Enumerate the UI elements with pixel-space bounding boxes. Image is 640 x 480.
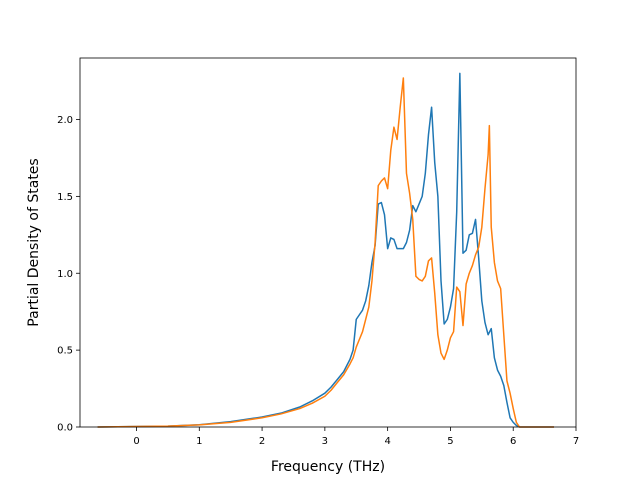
x-tick-label: 5 [447,436,453,447]
series-layer [97,72,555,428]
y-tick-label: 2.0 [57,115,73,126]
series-line-1 [97,72,555,428]
x-tick-label: 1 [196,436,202,447]
x-tick-label: 0 [133,436,139,447]
y-tick-label: 0.0 [57,423,73,434]
y-tick-label: 1.5 [57,192,73,203]
series-line-2 [97,77,555,428]
y-tick-label: 0.5 [57,346,73,357]
y-axis-label: Partial Density of States [26,158,42,326]
x-tick-label: 7 [573,436,579,447]
plot-area-frame [79,57,577,428]
x-axis-label: Frequency (THz) [271,459,385,475]
y-tick-label: 1.0 [57,269,73,280]
tick-layer: 0 1 2 3 4 5 6 7 0.0 0.5 1.0 1.5 2.0 [57,115,579,447]
x-tick-label: 6 [510,436,516,447]
x-tick-label: 4 [384,436,390,447]
x-tick-label: 2 [259,436,265,447]
x-tick-label: 3 [322,436,328,447]
